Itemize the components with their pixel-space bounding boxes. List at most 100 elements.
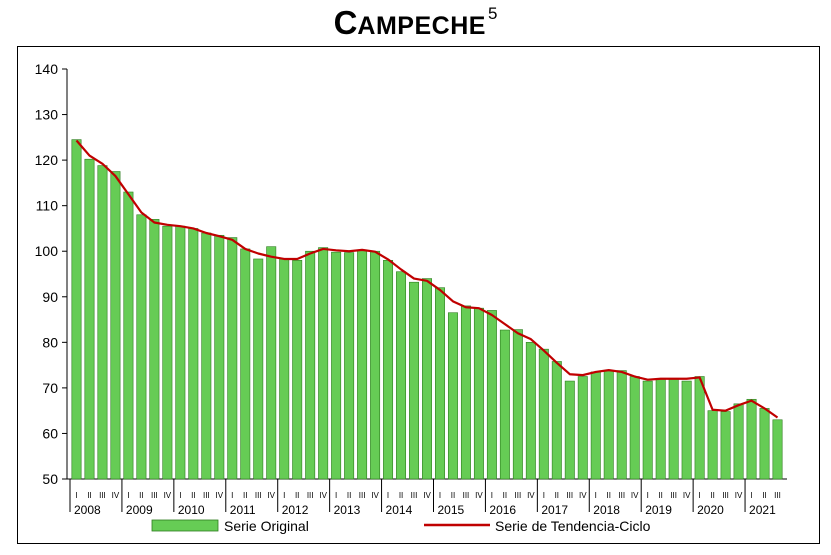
bar	[97, 165, 108, 480]
quarter-label: IV	[216, 491, 224, 500]
year-label: 2012	[282, 503, 309, 517]
year-label: 2016	[489, 503, 516, 517]
year-label: 2021	[749, 503, 776, 517]
bar	[110, 171, 121, 480]
y-tick-label: 50	[42, 471, 58, 487]
bar	[396, 271, 407, 480]
bar	[201, 232, 212, 480]
bar	[590, 371, 601, 480]
quarter-label: III	[307, 491, 314, 500]
y-tick-label: 80	[42, 334, 58, 350]
bar	[331, 251, 342, 480]
year-label: 2019	[645, 503, 672, 517]
quarter-label: III	[774, 491, 781, 500]
quarter-label: II	[87, 491, 91, 500]
quarter-label: I	[699, 491, 701, 500]
quarter-label: III	[515, 491, 522, 500]
quarter-label: II	[399, 491, 403, 500]
year-label: 2018	[593, 503, 620, 517]
quarter-label: I	[439, 491, 441, 500]
year-label: 2010	[178, 503, 205, 517]
y-tick-label: 120	[35, 152, 59, 168]
bar	[357, 250, 368, 480]
bar	[318, 247, 329, 480]
bar	[603, 370, 614, 480]
bar	[538, 348, 549, 480]
chart-title-superscript: 5	[487, 4, 498, 23]
bar	[266, 246, 277, 480]
quarter-label: IV	[164, 491, 172, 500]
bar	[720, 411, 731, 480]
bar	[435, 287, 445, 480]
year-label: 2015	[437, 503, 464, 517]
year-label: 2008	[74, 503, 101, 517]
bar	[344, 252, 355, 480]
bar	[71, 139, 82, 480]
quarter-label: III	[722, 491, 729, 500]
bar	[629, 376, 640, 480]
bar	[214, 234, 225, 480]
quarter-label: II	[191, 491, 195, 500]
bar	[525, 342, 536, 480]
trend-line	[75, 139, 779, 419]
y-tick-label: 90	[42, 289, 58, 305]
bar	[227, 237, 238, 480]
y-tick-label: 100	[35, 243, 59, 259]
bar	[772, 419, 783, 480]
legend-label-line: Serie de Tendencia-Ciclo	[495, 518, 651, 534]
bar	[240, 248, 251, 480]
bar	[162, 225, 173, 480]
quarter-label: I	[595, 491, 597, 500]
quarter-label: II	[139, 491, 143, 500]
quarter-label: II	[243, 491, 247, 500]
quarter-label: I	[335, 491, 337, 500]
quarter-label: I	[231, 491, 233, 500]
bar	[616, 370, 627, 480]
bar	[564, 380, 575, 480]
quarter-label: III	[359, 491, 366, 500]
bar	[136, 214, 147, 480]
quarter-label: III	[151, 491, 158, 500]
bar	[499, 329, 510, 480]
bar	[642, 380, 653, 480]
bar	[188, 228, 199, 480]
quarter-label: I	[543, 491, 545, 500]
year-label: 2017	[541, 503, 568, 517]
bar	[512, 329, 523, 480]
bar	[473, 307, 484, 480]
bar	[733, 403, 744, 480]
year-label: 2020	[697, 503, 724, 517]
quarter-label: I	[387, 491, 389, 500]
quarter-label: I	[127, 491, 129, 500]
quarter-label: II	[607, 491, 611, 500]
bar	[409, 281, 419, 480]
bar	[577, 376, 588, 480]
quarter-label: II	[347, 491, 351, 500]
quarter-label: I	[647, 491, 649, 500]
bar	[447, 312, 458, 480]
chart-title-initial: C	[333, 4, 358, 41]
quarter-label: I	[283, 491, 285, 500]
y-tick-label: 60	[42, 425, 58, 441]
quarter-label: I	[75, 491, 77, 500]
y-tick-label: 110	[36, 198, 59, 214]
quarter-label: IV	[267, 491, 275, 500]
quarter-label: II	[555, 491, 559, 500]
quarter-label: IV	[112, 491, 120, 500]
quarter-label: IV	[683, 491, 691, 500]
legend-swatch-bar	[151, 519, 219, 532]
bar	[279, 258, 290, 480]
chart-title-rest: AMPECHE	[357, 12, 486, 40]
quarter-label: II	[451, 491, 455, 500]
bar	[383, 260, 394, 480]
chart-title: CAMPECHE 5	[0, 4, 831, 42]
quarter-label: II	[295, 491, 299, 500]
quarter-label: II	[503, 491, 507, 500]
quarter-label: I	[179, 491, 181, 500]
quarter-label: IV	[475, 491, 483, 500]
quarter-label: IV	[423, 491, 431, 500]
quarter-label: III	[411, 491, 418, 500]
bar	[123, 191, 134, 480]
